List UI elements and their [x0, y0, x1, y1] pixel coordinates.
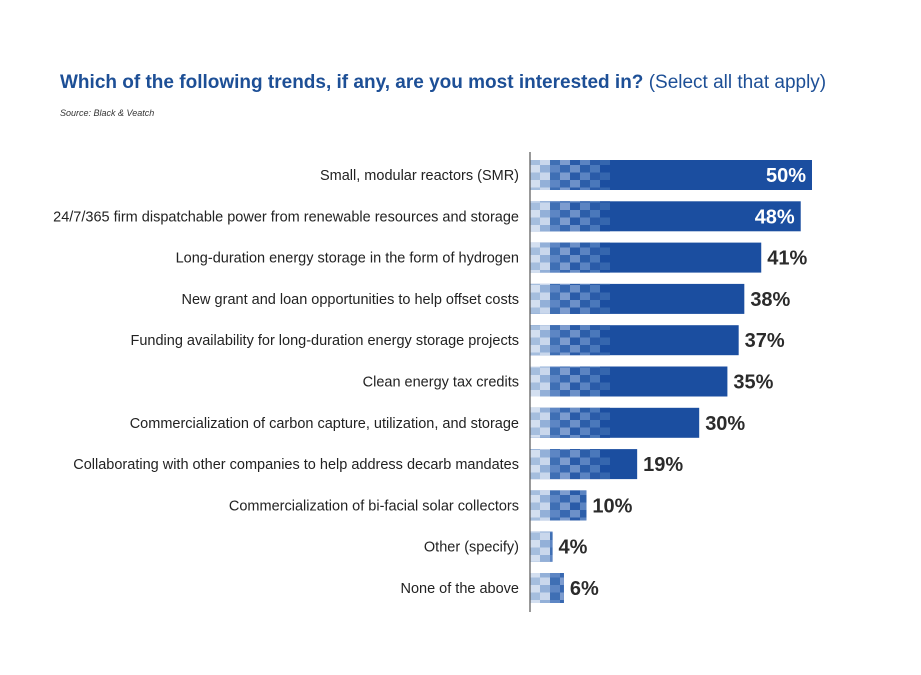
bar [530, 490, 587, 521]
bar [530, 242, 762, 273]
bar [530, 573, 564, 603]
bar [530, 449, 638, 480]
category-label: Other (specify) [424, 540, 519, 556]
category-label: Funding availability for long-duration e… [131, 333, 520, 349]
bar [530, 325, 739, 356]
chart-source: Source: Black & Veatch [60, 108, 155, 118]
value-label: 41% [767, 248, 807, 270]
category-label: Small, modular reactors (SMR) [320, 168, 519, 184]
value-label: 6% [570, 578, 599, 600]
chart-title-main: Which of the following trends, if any, a… [60, 72, 644, 93]
value-label: 48% [755, 206, 795, 228]
chart-title-sub: (Select all that apply) [648, 72, 827, 93]
value-label: 4% [559, 537, 588, 559]
bar [530, 283, 745, 314]
category-label: None of the above [400, 581, 519, 597]
value-label: 38% [750, 289, 790, 311]
value-label: 35% [733, 372, 773, 394]
bar [530, 531, 553, 562]
value-label: 30% [705, 413, 745, 435]
category-label: 24/7/365 firm dispatchable power from re… [53, 209, 519, 225]
bar [530, 160, 812, 190]
value-label: 37% [745, 330, 785, 352]
category-label: New grant and loan opportunities to help… [182, 292, 519, 308]
value-label: 50% [766, 165, 806, 187]
category-label: Collaborating with other companies to he… [73, 457, 519, 473]
bar [530, 366, 728, 397]
value-label: 10% [592, 495, 632, 517]
category-label: Commercialization of bi-facial solar col… [229, 498, 519, 514]
bar [530, 407, 700, 438]
chart-title: Which of the following trends, if any, a… [60, 72, 826, 94]
value-label: 19% [643, 454, 683, 476]
bar [530, 201, 801, 232]
category-label: Long-duration energy storage in the form… [176, 251, 519, 267]
category-label: Commercialization of carbon capture, uti… [130, 416, 519, 432]
category-label: Clean energy tax credits [363, 375, 519, 391]
